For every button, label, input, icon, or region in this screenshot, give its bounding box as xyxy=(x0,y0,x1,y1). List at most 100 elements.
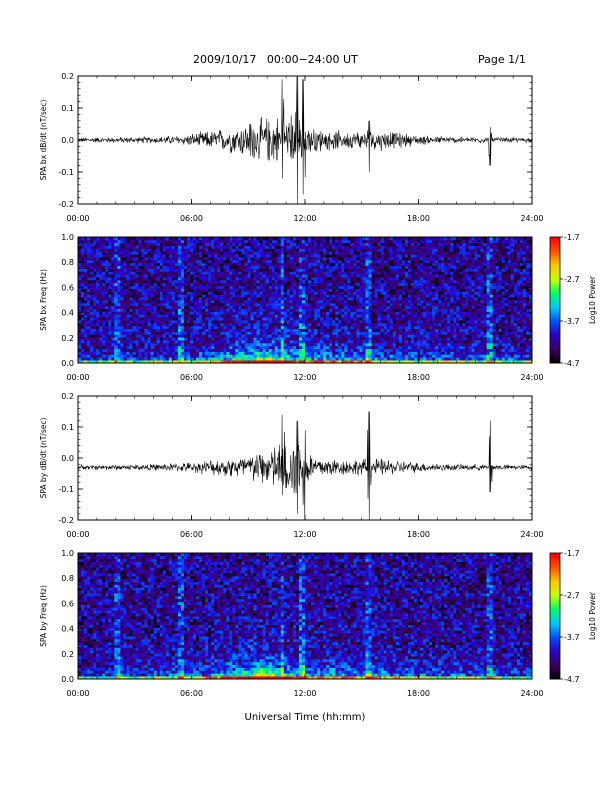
spectrogram-cell xyxy=(356,322,360,327)
spectrogram-cell xyxy=(338,271,342,275)
spectrogram-cell xyxy=(350,282,354,287)
spectrogram-cell xyxy=(274,348,279,352)
spectrogram-cell xyxy=(135,314,139,318)
spectrogram-cell xyxy=(147,351,151,355)
spectrogram-cell xyxy=(132,254,136,258)
spectrogram-cell xyxy=(344,248,348,252)
spectrogram-cell xyxy=(105,262,109,266)
spectrogram-cell xyxy=(301,337,306,341)
spectrogram-cell xyxy=(398,320,403,324)
spectrogram-cell xyxy=(211,282,215,287)
spectrogram-cell xyxy=(308,254,312,258)
spectrogram-cell xyxy=(253,325,257,329)
spectrogram-cell xyxy=(292,259,297,264)
spectrogram-cell xyxy=(286,325,291,329)
spectrogram-cell xyxy=(277,348,282,352)
spectrogram-cell xyxy=(314,322,318,327)
spectrogram-cell xyxy=(208,262,212,266)
spectrogram-cell xyxy=(105,239,109,244)
spectrogram-cell xyxy=(144,297,148,301)
spectrogram-cell xyxy=(332,300,336,304)
spectrogram-cell xyxy=(298,291,303,295)
spectrogram-cell xyxy=(305,245,309,249)
spectrogram-cell xyxy=(229,357,233,361)
spectrogram-cell xyxy=(392,342,397,347)
spectrogram-cell xyxy=(280,340,285,344)
spectrogram-cell xyxy=(108,305,112,309)
spectrogram-cell xyxy=(289,274,294,278)
spectrogram-cell xyxy=(105,297,109,301)
spectrogram-cell xyxy=(362,340,366,344)
spectrogram-cell xyxy=(265,242,270,246)
spectrogram-cell xyxy=(232,340,236,344)
spectrogram-cell xyxy=(114,242,118,246)
spectrogram-cell xyxy=(323,322,327,327)
spectrogram-cell xyxy=(259,345,263,350)
spectrogram-cell xyxy=(183,265,188,269)
spectrogram-cell xyxy=(262,351,267,355)
spectrogram-cell xyxy=(196,254,200,258)
spectrogram-cell xyxy=(374,248,378,252)
spectrogram-cell xyxy=(189,257,194,261)
spectrogram-cell xyxy=(156,262,161,266)
spectrogram-cell xyxy=(311,282,315,287)
spectrogram-cell xyxy=(84,279,88,284)
spectrogram-cell xyxy=(165,265,170,269)
spectrogram-cell xyxy=(108,237,112,241)
spectrogram-cell xyxy=(371,345,375,350)
spectrogram-cell xyxy=(211,297,215,301)
spectrogram-cell xyxy=(129,357,133,361)
spectrogram-cell xyxy=(250,274,254,278)
spectrogram-cell xyxy=(196,277,200,281)
spectrogram-cell xyxy=(301,274,306,278)
spectrogram-cell xyxy=(244,342,248,347)
spectrogram-cell xyxy=(120,254,124,258)
spectrogram-cell xyxy=(268,277,273,281)
spectrogram-cell xyxy=(265,320,270,324)
spectrogram-cell xyxy=(105,331,109,335)
spectrogram-cell xyxy=(199,311,203,315)
spectrogram-cell xyxy=(114,257,118,261)
spectrogram-cell xyxy=(202,271,206,275)
spectrogram-cell xyxy=(168,300,173,304)
spectrogram-cell xyxy=(241,340,245,344)
spectrogram-cell xyxy=(350,300,354,304)
spectrogram-cell xyxy=(217,331,221,335)
spectrogram-cell xyxy=(277,282,282,287)
spectrogram-cell xyxy=(138,297,142,301)
spectrogram-cell xyxy=(165,360,170,364)
spectrogram-cell xyxy=(368,354,372,358)
spectrogram-cell xyxy=(168,237,173,241)
spectrogram-cell xyxy=(365,300,369,304)
spectrogram-cell xyxy=(380,262,385,266)
spectrogram-cell xyxy=(407,345,412,350)
spectrogram-cell xyxy=(165,325,170,329)
spectrogram-cell xyxy=(226,259,230,264)
spectrogram-cell xyxy=(241,288,245,292)
spectrogram-cell xyxy=(283,259,288,264)
spectrogram-cell xyxy=(314,360,318,364)
spectrogram-cell xyxy=(138,340,142,344)
spectrogram-cell xyxy=(410,305,415,309)
spectrogram-cell xyxy=(274,248,279,252)
spectrogram-cell xyxy=(277,251,282,255)
spectrogram-cell xyxy=(335,328,339,332)
spectrogram-cell xyxy=(81,302,85,307)
spectrogram-cell xyxy=(283,294,288,298)
spectrogram-cell xyxy=(362,342,366,347)
spectrogram-cell xyxy=(377,314,382,318)
spectrogram-cell xyxy=(241,308,245,312)
spectrogram-cell xyxy=(407,300,412,304)
spectrogram-cell xyxy=(90,245,94,249)
spectrogram-cell xyxy=(274,271,279,275)
spectrogram-cell xyxy=(81,239,85,244)
spectrogram-cell xyxy=(180,357,185,361)
spectrogram-cell xyxy=(81,320,85,324)
spectrogram-cell xyxy=(292,334,297,338)
spectrogram-cell xyxy=(126,360,130,364)
spectrogram-cell xyxy=(353,254,357,258)
spectrogram-cell xyxy=(314,265,318,269)
spectrogram-cell xyxy=(314,320,318,324)
spectrogram-cell xyxy=(214,262,218,266)
spectrogram-cell xyxy=(271,271,276,275)
